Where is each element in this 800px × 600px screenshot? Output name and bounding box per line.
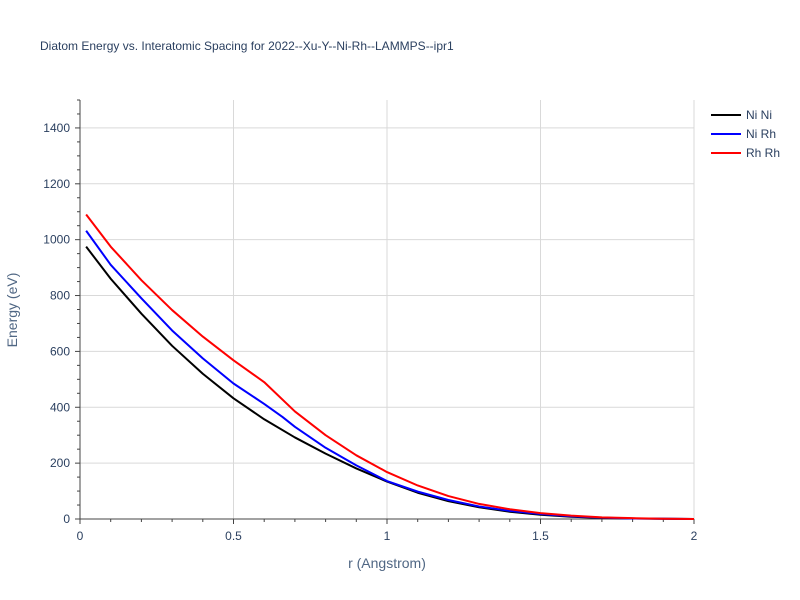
- y-axis-title: Energy (eV): [4, 273, 20, 348]
- x-axis-title: r (Angstrom): [348, 555, 426, 571]
- y-tick-label: 400: [50, 400, 70, 414]
- grid-lines: [80, 100, 695, 519]
- legend-item-ni-rh[interactable]: Ni Rh: [711, 127, 776, 141]
- x-tick-label: 1: [384, 529, 391, 543]
- legend[interactable]: Ni Ni Ni Rh Rh Rh: [711, 108, 780, 160]
- y-tick-label: 1000: [43, 233, 70, 247]
- legend-label: Ni Rh: [746, 127, 776, 141]
- legend-item-ni-ni[interactable]: Ni Ni: [711, 108, 772, 122]
- y-tick-label: 800: [50, 289, 70, 303]
- legend-label: Rh Rh: [746, 146, 780, 160]
- x-tick-label: 2: [691, 529, 698, 543]
- legend-label: Ni Ni: [746, 108, 772, 122]
- x-tick-label: 1.5: [532, 529, 549, 543]
- x-tick-label: 0: [77, 529, 84, 543]
- y-tick-label: 0: [63, 512, 70, 526]
- y-tick-label: 200: [50, 456, 70, 470]
- y-tick-label: 1400: [43, 121, 70, 135]
- y-tick-label: 1200: [43, 177, 70, 191]
- legend-item-rh-rh[interactable]: Rh Rh: [711, 146, 780, 160]
- x-tick-label: 0.5: [225, 529, 242, 543]
- series-line-rh-rh: [85, 213, 695, 520]
- tick-labels: 0 200 400 600 800 1000 1200 1400 0 0.5 1 1.5 2: [43, 121, 697, 543]
- series-lines: [85, 213, 695, 520]
- chart-title: Diatom Energy vs. Interatomic Spacing fo…: [40, 39, 454, 53]
- axes: [75, 99, 695, 524]
- y-tick-label: 600: [50, 344, 70, 358]
